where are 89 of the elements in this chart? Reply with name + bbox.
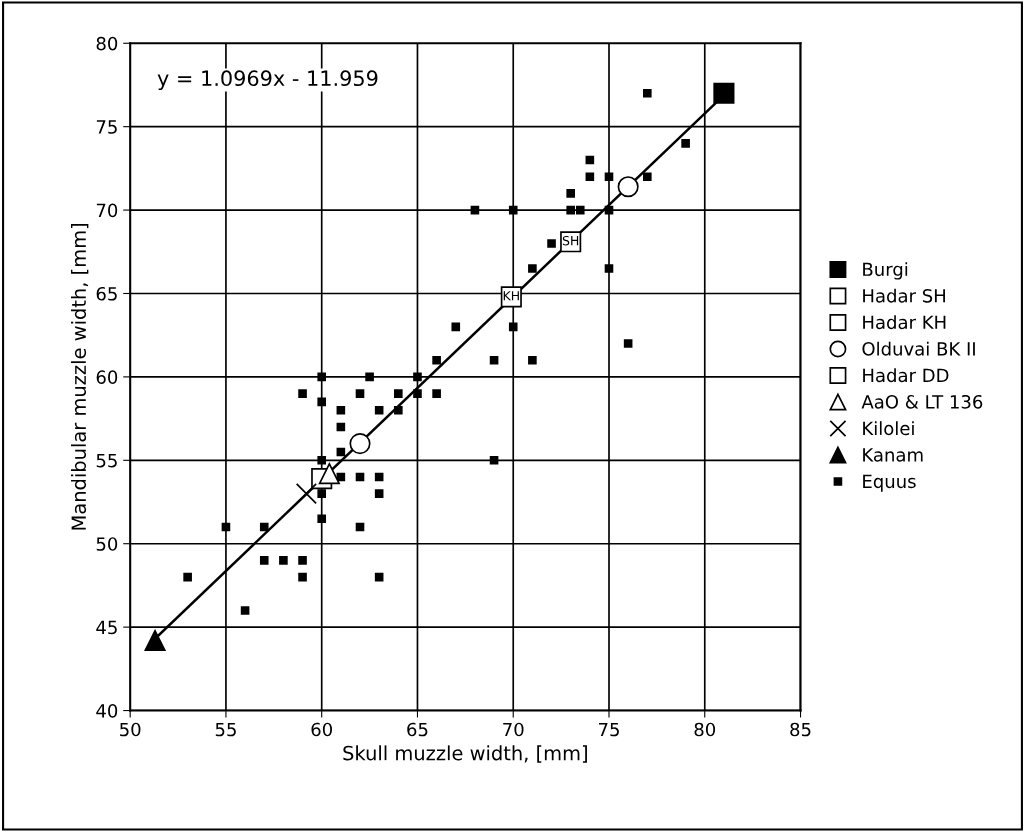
point	[374, 405, 384, 415]
point	[317, 455, 327, 465]
point	[240, 606, 250, 615]
point	[681, 139, 690, 148]
point	[528, 355, 537, 365]
y-tick-label: 65	[96, 286, 117, 301]
point	[713, 82, 735, 104]
x-tick-label: 70	[503, 722, 524, 737]
point	[585, 172, 595, 182]
annotation: SH	[562, 235, 579, 246]
point	[528, 264, 537, 273]
point	[604, 264, 614, 273]
x-tick-label: 60	[311, 722, 332, 737]
point	[317, 372, 327, 382]
legend-label: Hadar KH	[863, 315, 946, 330]
point	[183, 572, 192, 582]
point	[336, 422, 346, 432]
point	[317, 397, 327, 407]
y-tick-label: 75	[96, 120, 117, 134]
point	[259, 522, 269, 532]
x-tick-label: 50	[120, 722, 141, 737]
legend-label: Burgi	[863, 262, 908, 280]
point	[374, 572, 384, 582]
y-tick-label: 70	[96, 203, 118, 218]
point	[298, 556, 307, 565]
point	[489, 455, 499, 465]
point	[349, 433, 371, 455]
point	[355, 389, 365, 398]
point	[623, 339, 633, 348]
point	[585, 155, 595, 165]
point	[259, 556, 269, 565]
y-tick-label: 45	[96, 620, 117, 635]
point	[566, 189, 575, 198]
x-tick-label: 65	[407, 722, 428, 737]
legend-label: Kilolei	[863, 421, 914, 436]
y-tick-label: 40	[96, 703, 118, 718]
point	[575, 205, 585, 215]
point	[374, 489, 384, 498]
point	[355, 472, 365, 482]
point	[394, 405, 403, 415]
point	[451, 322, 461, 332]
point	[394, 389, 403, 398]
point	[432, 355, 441, 365]
x-axis-title: Skull muzzle width, [mm]	[343, 745, 587, 763]
point	[508, 205, 518, 215]
point	[298, 572, 307, 582]
point	[295, 483, 317, 505]
legend-label: Kanam	[863, 448, 923, 462]
x-tick-label: 55	[215, 722, 236, 737]
point	[547, 239, 556, 248]
point	[221, 522, 231, 532]
legend-label: AaO & LT 136	[861, 394, 983, 409]
point	[642, 89, 652, 98]
point	[432, 389, 441, 398]
y-axis-title: Mandibular muzzle width, [mm]	[71, 223, 89, 530]
point	[489, 355, 499, 365]
point	[336, 405, 346, 415]
point	[566, 205, 575, 215]
y-tick-label: 55	[96, 454, 117, 468]
point	[604, 172, 614, 182]
legend-label: Olduvai BK II	[862, 341, 975, 356]
point	[317, 489, 327, 498]
annotation: KH	[503, 291, 519, 301]
legend-label: Equus	[863, 474, 916, 492]
point	[336, 447, 346, 457]
point	[642, 172, 652, 182]
y-tick-label: 50	[96, 537, 118, 551]
point	[413, 389, 422, 398]
legend-label: Hadar DD	[863, 368, 949, 383]
point	[298, 389, 307, 398]
x-tick-label: 85	[790, 722, 811, 737]
point	[355, 522, 365, 532]
point	[617, 176, 639, 198]
x-tick-label: 80	[694, 722, 716, 737]
point	[470, 205, 480, 215]
point	[318, 463, 340, 485]
point	[365, 372, 374, 382]
annotation: y = 1.0969x - 11.959	[157, 70, 378, 91]
point	[604, 205, 614, 215]
x-tick-label: 75	[598, 722, 619, 737]
point	[144, 629, 166, 652]
point	[279, 556, 288, 565]
legend-label: Hadar SH	[863, 288, 945, 303]
y-tick-label: 60	[96, 370, 118, 385]
point	[374, 472, 384, 482]
y-tick-label: 80	[96, 36, 118, 51]
point	[413, 372, 422, 382]
point	[317, 514, 327, 523]
point	[508, 322, 518, 332]
